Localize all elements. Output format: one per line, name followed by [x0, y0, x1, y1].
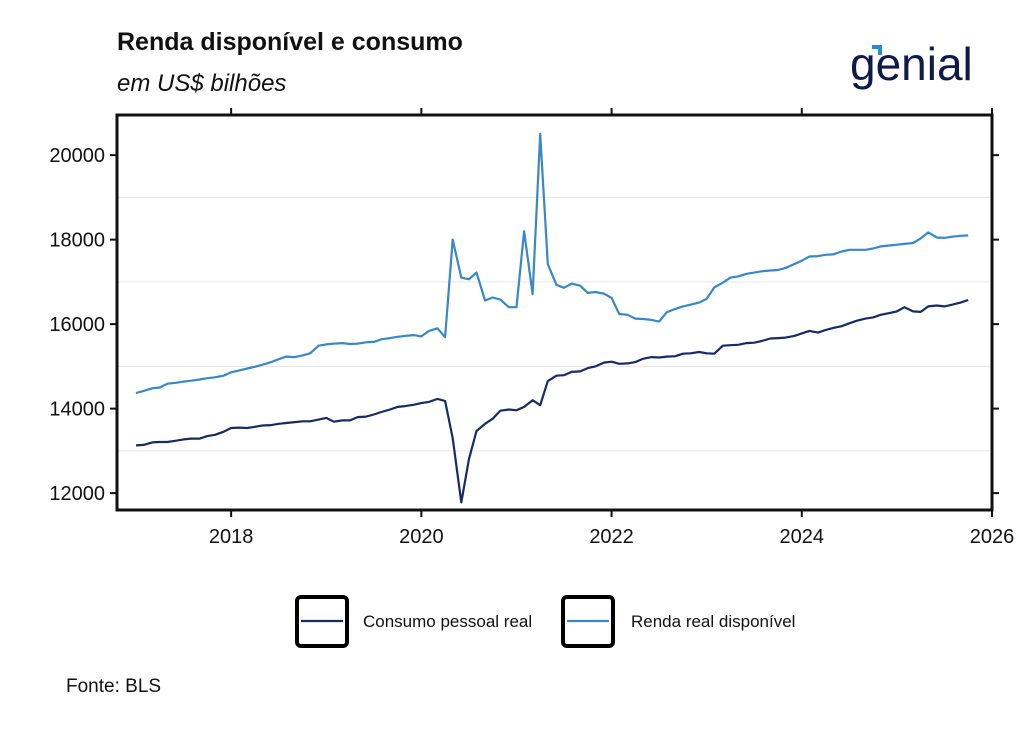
gridlines — [117, 196, 992, 452]
line-chart: 12000 14000 16000 18000 20000 2018 2020 2022 202… — [49, 108, 1014, 648]
legend-label: Consumo pessoal real — [363, 612, 532, 631]
x-tick-label: 2022 — [589, 526, 634, 548]
series-layer — [135, 132, 969, 504]
source-note: Fonte: BLS — [66, 676, 162, 697]
y-tick-label: 20000 — [49, 145, 105, 167]
series-line-1 — [135, 298, 969, 504]
x-tick-label: 2020 — [399, 526, 444, 548]
legend-label: Renda real disponível — [631, 612, 795, 631]
genial-logo: genial — [850, 40, 973, 90]
legend: Consumo pessoal real Renda real disponíve… — [295, 595, 795, 648]
series-line-2 — [135, 132, 969, 395]
x-tick-label: 2024 — [780, 526, 825, 548]
svg-text:genial: genial — [850, 40, 973, 90]
x-tick-label: 2026 — [970, 526, 1015, 548]
y-tick-label: 12000 — [49, 483, 105, 505]
chart-title: Renda disponível e consumo — [117, 28, 463, 56]
plot-frame — [115, 113, 994, 512]
x-tick-label: 2018 — [209, 526, 254, 548]
chart-subtitle: em US$ bilhões — [117, 70, 287, 97]
y-tick-label: 16000 — [49, 314, 105, 336]
y-tick-label: 18000 — [49, 230, 105, 252]
axes: 12000 14000 16000 18000 20000 2018 2020 2022 202… — [49, 108, 1014, 548]
y-tick-label: 14000 — [49, 399, 105, 421]
